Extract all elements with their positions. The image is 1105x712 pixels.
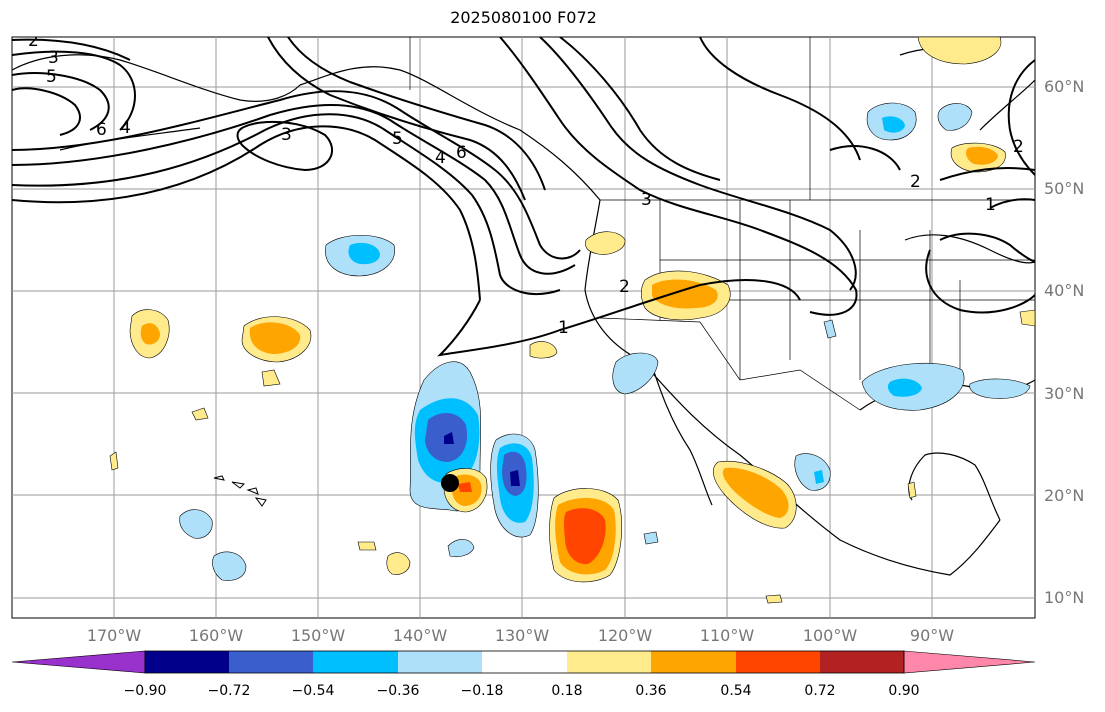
- contour-label: 1: [985, 195, 996, 215]
- contour-label: 1: [558, 318, 569, 338]
- colorbar: [11, 650, 1036, 674]
- lon-label: 150°W: [290, 626, 346, 645]
- colorbar-tick-label: −0.90: [123, 683, 167, 699]
- contour-label: 6: [456, 143, 467, 163]
- contour-label: 4: [120, 118, 131, 138]
- colorbar-segment: [820, 651, 904, 673]
- colorbar-extend-min: [11, 650, 146, 674]
- colorbar-segment: [229, 651, 313, 673]
- colorbar-tick-label: −0.18: [460, 683, 504, 699]
- colorbar-tick-label: 0.54: [720, 683, 752, 699]
- lat-label: 20°N: [1044, 486, 1085, 505]
- colorbar-tick-label: 0.90: [888, 683, 920, 699]
- contour-label: 2: [28, 31, 39, 51]
- map-title: 2025080100 F072: [450, 8, 597, 27]
- colorbar-tick-label: −0.54: [291, 683, 335, 699]
- colorbar-segment: [398, 651, 482, 673]
- contour-label: 2: [1013, 137, 1024, 157]
- lon-label: 160°W: [188, 626, 244, 645]
- anomaly-fills: [109, 37, 1035, 604]
- lat-label: 30°N: [1044, 384, 1085, 403]
- contour-label: 3: [281, 125, 292, 145]
- colorbar-segment: [651, 651, 736, 673]
- contour-label: 2: [619, 277, 630, 297]
- colorbar-tick-label: −0.36: [376, 683, 420, 699]
- colorbar-segment: [313, 651, 398, 673]
- contour-label: 6: [96, 120, 107, 140]
- lat-label: 10°N: [1044, 588, 1085, 607]
- contour-label: 5: [392, 129, 403, 149]
- colorbar-segment: [145, 651, 229, 673]
- colorbar-tick-label: −0.72: [207, 683, 251, 699]
- lon-label: 140°W: [392, 626, 448, 645]
- lat-label: 50°N: [1044, 179, 1085, 198]
- colorbar-tick-label: 0.18: [551, 683, 583, 699]
- contour-label: 3: [641, 190, 652, 210]
- colorbar-extend-max: [903, 650, 1036, 674]
- lat-label: 60°N: [1044, 77, 1085, 96]
- height-contours: [12, 37, 1035, 357]
- contour-label: 3: [48, 48, 59, 68]
- hawaii-islands: [213, 475, 267, 507]
- contour-label: 4: [435, 148, 446, 168]
- contour-label: 2: [910, 172, 921, 192]
- storm-center-marker: [441, 474, 459, 492]
- lon-label: 130°W: [494, 626, 550, 645]
- colorbar-segment: [482, 651, 567, 673]
- lon-label: 170°W: [86, 626, 142, 645]
- contour-label: 5: [46, 67, 57, 87]
- lon-label: 120°W: [597, 626, 653, 645]
- colorbar-tick-label: 0.36: [635, 683, 667, 699]
- lon-label: 100°W: [802, 626, 858, 645]
- lat-label: 40°N: [1044, 281, 1085, 300]
- contour-labels: 2 3 5 6 4 3 5 4 6 3 2 1 1 2 2: [28, 31, 1024, 338]
- colorbar-tick-label: 0.72: [804, 683, 836, 699]
- colorbar-segment: [736, 651, 820, 673]
- lon-label: 110°W: [699, 626, 755, 645]
- colorbar-segment: [567, 651, 651, 673]
- lon-label: 90°W: [909, 626, 955, 645]
